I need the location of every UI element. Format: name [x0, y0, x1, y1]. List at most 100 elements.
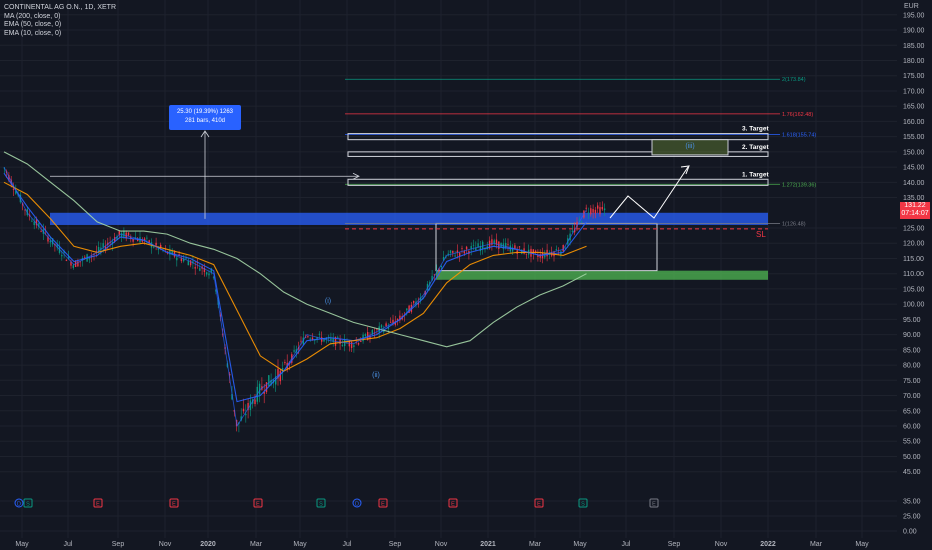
ema50-legend[interactable]: EMA (50, close, 0) [4, 21, 62, 28]
candle-body [603, 208, 606, 211]
marker-shape [316, 498, 326, 508]
candle-body [482, 241, 484, 249]
candle-body [461, 248, 463, 249]
time-tick-label: Sep [668, 541, 681, 548]
marker-shape [14, 498, 24, 508]
support-zone [436, 270, 768, 280]
candle-body [532, 249, 534, 255]
projection-arrowhead [680, 165, 690, 175]
candle-body [203, 267, 206, 273]
candle-body [277, 368, 279, 379]
candle-body [424, 290, 426, 296]
candle-body [49, 240, 51, 243]
measure-info-box[interactable]: 25.30 (19.39%) 1263 281 bars, 410d [169, 105, 241, 130]
candle-body [493, 240, 495, 244]
candle-body [364, 334, 367, 337]
candle-body [141, 239, 143, 242]
candle-body [258, 383, 261, 395]
time-tick-label: Jul [64, 541, 73, 548]
last-price: 131.22 [904, 202, 926, 209]
candle-body [580, 221, 583, 223]
target-label: 3. Target [742, 126, 769, 133]
candle-body [376, 328, 378, 330]
marker-letter: E [381, 502, 385, 508]
candle-body [369, 335, 371, 339]
marker-letter: E [172, 502, 176, 508]
candle-body [456, 250, 459, 253]
time-tick-label: Mar [250, 541, 263, 548]
last-price-badge: 131.22 07:14:07 [900, 202, 930, 219]
price-tick-label: 105.00 [903, 286, 925, 293]
candle-body [102, 243, 104, 248]
candle-body [148, 240, 150, 244]
candle-body [270, 379, 272, 386]
candle-body [594, 209, 597, 214]
marker-letter: E [256, 502, 260, 508]
candle-body [353, 345, 355, 348]
marker-shape [352, 498, 362, 508]
ma200-legend[interactable]: MA (200, close, 0) [4, 12, 61, 20]
candle-body [360, 340, 362, 343]
candle-body [189, 260, 192, 266]
candle-body [498, 241, 500, 249]
candle-body [396, 318, 399, 321]
price-tick-label: 120.00 [903, 241, 925, 248]
marker-shape [169, 498, 179, 508]
consolidation-box [435, 222, 658, 272]
candle-body [123, 231, 125, 237]
candle-body [35, 219, 38, 226]
marker-shape [649, 498, 659, 508]
candle-body [183, 258, 185, 262]
candle-body [514, 245, 516, 250]
time-tick-label: May [293, 541, 307, 548]
candle-body [169, 249, 171, 255]
symbol-title[interactable]: CONTINENTAL AG O.N., 1D, XETR [4, 4, 117, 11]
chart-legend: CONTINENTAL AG O.N., 1D, XETR MA (200, c… [4, 4, 116, 38]
marker-shape [448, 498, 458, 508]
candle-body [206, 272, 208, 275]
candle-body [341, 344, 344, 346]
price-tick-label: 125.00 [903, 226, 925, 233]
dividend-marker: D [352, 498, 362, 508]
price-axis[interactable]: 195.00 190.00 185.00 180.00 175.00 170.00 165.… [903, 12, 925, 535]
candle-body [8, 175, 10, 181]
time-tick-label: Nov [435, 541, 448, 548]
candle-body [472, 244, 475, 246]
grid [0, 0, 897, 538]
candle-body [433, 274, 436, 276]
price-tick-label: 190.00 [903, 28, 925, 35]
price-tick-label: 55.00 [903, 439, 921, 446]
candle-body [585, 207, 587, 209]
candle-body [507, 244, 509, 246]
time-axis[interactable]: May Jul Sep Nov 2020 Mar May Jul Sep Nov 2021 Mar Ma… [15, 541, 869, 548]
candle-body [127, 232, 130, 236]
candle-body [77, 261, 79, 267]
marker-letter: E [537, 502, 541, 508]
fib-level-label: 1(126.48) [782, 222, 806, 228]
series-line [3, 181, 587, 372]
price-tick-label: 100.00 [903, 302, 925, 309]
candle-body [562, 245, 564, 252]
candle-body [431, 275, 433, 281]
candle-body [470, 246, 472, 250]
ema10-legend[interactable]: EMA (10, close, 0) [4, 29, 62, 37]
candle-body [137, 239, 139, 242]
candle-body [447, 253, 449, 256]
candle-body [348, 341, 350, 347]
earnings-marker: E [93, 498, 103, 508]
candle-body [555, 249, 557, 251]
time-tick-label: May [573, 541, 587, 548]
earnings-marker: E [169, 498, 179, 508]
candle-body [229, 374, 231, 376]
candle-body [539, 254, 541, 258]
candle-body [155, 242, 157, 246]
wave-iii-label: (iii) [685, 143, 694, 150]
candle-body [284, 362, 286, 364]
candle-body [38, 223, 40, 227]
candle-body [12, 188, 15, 190]
series-line [3, 151, 587, 348]
price-tick-label: 60.00 [903, 424, 921, 431]
price-tick-label: 85.00 [903, 347, 921, 354]
